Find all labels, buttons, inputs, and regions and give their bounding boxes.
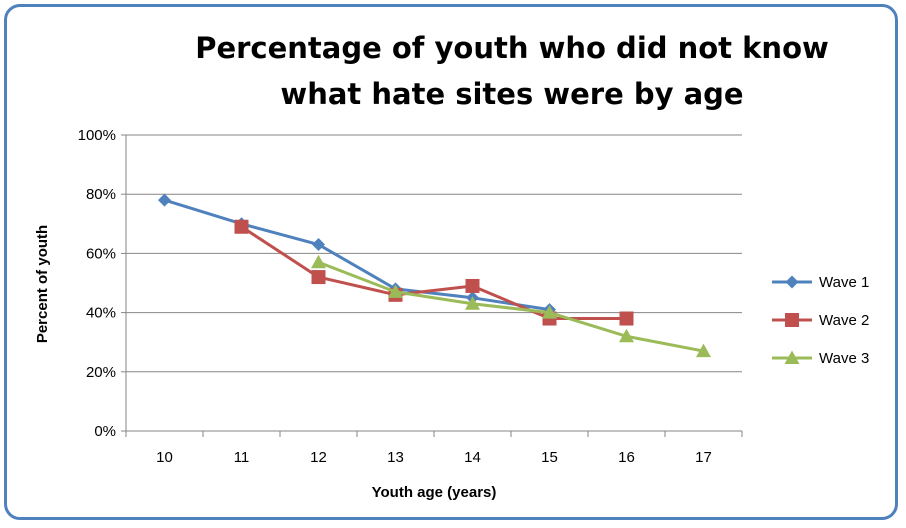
series-1 — [158, 193, 556, 317]
x-tick-label: 11 — [234, 449, 250, 466]
x-tick-label: 17 — [695, 449, 712, 466]
x-tick-label: 13 — [387, 449, 404, 466]
data-point — [619, 328, 634, 343]
data-point — [158, 193, 171, 207]
data-point — [696, 343, 711, 358]
data-point — [311, 270, 326, 285]
y-axis-label: Percent of youth — [34, 225, 51, 343]
x-tick-label: 12 — [310, 449, 327, 466]
x-tick-label: 16 — [618, 449, 635, 466]
series-3 — [311, 254, 711, 358]
legend-item: Wave 3 — [772, 350, 869, 367]
series-2 — [234, 219, 634, 326]
data-point — [311, 254, 326, 269]
legend-label: Wave 1 — [819, 274, 869, 291]
axes — [121, 134, 743, 437]
data-point — [542, 305, 557, 319]
y-tick-label: 80% — [86, 186, 116, 203]
data-point — [234, 219, 249, 234]
legend: Wave 1 Wave 2 Wave 3 — [772, 274, 869, 367]
series-group — [158, 193, 711, 358]
data-point — [465, 296, 480, 310]
legend-label: Wave 3 — [819, 350, 869, 367]
y-tick-label: 40% — [86, 305, 116, 322]
gridlines — [126, 134, 742, 373]
y-tick-label: 20% — [86, 364, 116, 381]
chart-frame — [4, 4, 898, 520]
y-tick-label: 100% — [78, 127, 116, 144]
y-axis-ticks: 0% 20% 40% 60% 80% 100% — [78, 127, 116, 440]
data-point — [388, 284, 403, 298]
series-line — [240, 225, 627, 321]
x-tick-label: 10 — [156, 449, 173, 466]
x-axis-label: Youth age (years) — [372, 484, 497, 501]
chart-title-line-1: Percentage of youth who did not know — [195, 31, 829, 65]
legend-label: Wave 2 — [819, 312, 869, 329]
data-point — [312, 238, 325, 252]
data-point — [465, 278, 480, 293]
x-tick-label: 14 — [464, 449, 481, 466]
legend-item: Wave 2 — [772, 312, 869, 329]
data-point — [784, 350, 800, 364]
chart-title-line-2: what hate sites were by age — [280, 77, 743, 111]
x-tick-label: 15 — [541, 449, 558, 466]
series-line — [164, 198, 550, 312]
data-point — [785, 313, 799, 327]
series-line — [317, 260, 704, 353]
y-tick-label: 0% — [94, 423, 116, 440]
y-tick-label: 60% — [86, 245, 116, 262]
data-point — [619, 311, 634, 326]
data-point — [785, 275, 799, 289]
legend-item: Wave 1 — [772, 274, 869, 291]
x-axis-ticks: 10 11 12 13 14 15 16 17 — [156, 449, 712, 466]
